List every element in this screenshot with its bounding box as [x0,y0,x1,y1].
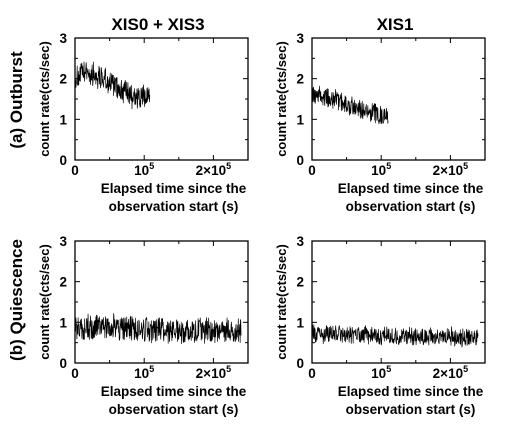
y-tick-label: 0 [59,356,67,371]
x-tick-exponent: 5 [149,161,154,171]
x-tick-label: 2×105 [196,161,231,178]
y-tick-label: 1 [296,315,304,330]
y-tick-label: 1 [59,112,67,127]
y-tick-label: 3 [296,234,304,249]
x-tick-label: 0 [71,163,79,178]
x-tick-mantissa: 0 [71,366,79,381]
y-tick-label: 2 [59,275,67,290]
x-tick-mantissa: 0 [308,163,316,178]
light-curve-series [311,85,389,125]
x-tick-exponent: 5 [463,161,468,171]
x-tick-mantissa: 2×10 [433,163,463,178]
y-axis-label: count rate(cts/sec) [37,41,52,157]
x-tick-mantissa: 2×10 [433,366,463,381]
x-tick-mantissa: 0 [308,366,316,381]
x-tick-mantissa: 10 [134,366,149,381]
x-tick-exponent: 5 [226,364,231,374]
column-title-xis03: XIS0 + XIS3 [111,15,204,34]
column-title-xis1: XIS1 [377,15,414,34]
x-tick-exponent: 5 [463,364,468,374]
y-tick-label: 3 [296,31,304,46]
x-axis-label-line2: observation start (s) [109,402,239,417]
light-curve-series [74,61,151,110]
x-tick-label: 105 [371,161,391,178]
x-tick-exponent: 5 [149,364,154,374]
row-label-outburst: (a) Outburst [7,51,26,149]
x-tick-exponent: 5 [386,161,391,171]
y-tick-label: 1 [59,315,67,330]
y-tick-label: 3 [59,234,67,249]
y-tick-label: 0 [59,153,67,168]
x-tick-label: 2×105 [433,364,468,381]
y-tick-label: 1 [296,112,304,127]
y-axis-label: count rate(cts/sec) [274,41,289,157]
x-tick-label: 105 [134,161,154,178]
y-tick-label: 2 [59,72,67,87]
x-tick-label: 0 [71,366,79,381]
y-tick-label: 0 [296,356,304,371]
x-tick-mantissa: 0 [71,163,79,178]
y-tick-label: 0 [296,153,304,168]
x-tick-label: 105 [371,364,391,381]
x-tick-mantissa: 10 [371,163,386,178]
x-axis-label-line1: Elapsed time since the [338,181,484,196]
x-axis-label-line2: observation start (s) [109,199,239,214]
x-tick-label: 105 [134,364,154,381]
x-tick-label: 2×105 [433,161,468,178]
x-tick-mantissa: 2×10 [196,163,226,178]
x-axis-label-line2: observation start (s) [346,402,476,417]
y-tick-label: 2 [296,72,304,87]
y-axis-label: count rate(cts/sec) [274,244,289,360]
x-tick-exponent: 5 [386,364,391,374]
x-tick-mantissa: 2×10 [196,366,226,381]
x-tick-label: 2×105 [196,364,231,381]
plot-frame [74,240,249,364]
x-axis-label-line1: Elapsed time since the [101,181,247,196]
y-axis-label: count rate(cts/sec) [37,244,52,360]
x-axis-label-line1: Elapsed time since the [101,384,247,399]
light-curve-series [311,324,479,348]
row-label-quiescence: (b) Quiescence [7,239,26,361]
x-tick-label: 0 [308,163,316,178]
x-axis-label-line2: observation start (s) [346,199,476,214]
x-tick-label: 0 [308,366,316,381]
light-curve-series [74,313,242,345]
x-axis-label-line1: Elapsed time since the [338,384,484,399]
plot-frame [74,37,249,161]
y-tick-label: 3 [59,31,67,46]
y-tick-label: 2 [296,275,304,290]
x-tick-mantissa: 10 [134,163,149,178]
x-tick-mantissa: 10 [371,366,386,381]
x-tick-exponent: 5 [226,161,231,171]
